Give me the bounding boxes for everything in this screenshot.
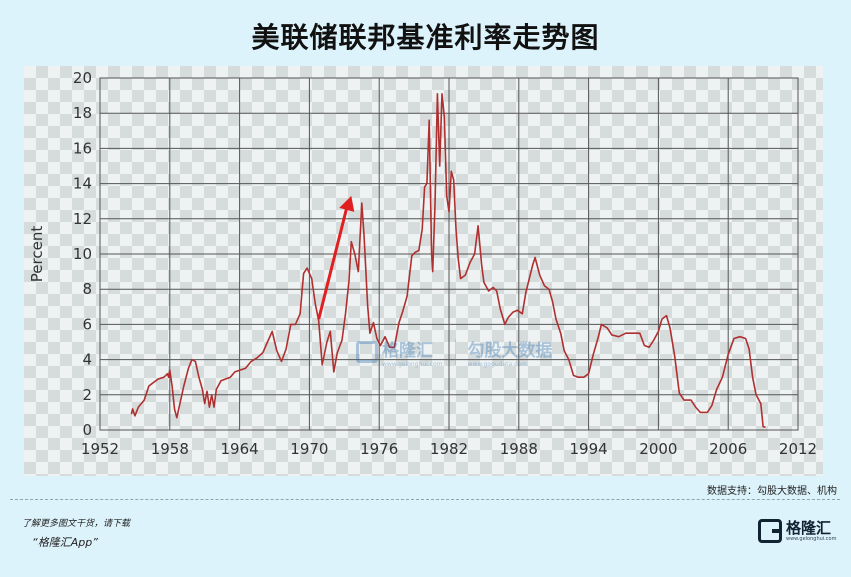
chart-title: 美联储联邦基准利率走势图: [251, 21, 600, 54]
y-tick-label: 16: [73, 139, 92, 157]
x-tick-label: 1952: [81, 440, 119, 458]
x-tick-label: 1964: [221, 440, 259, 458]
x-tick-label: 1970: [290, 440, 328, 458]
watermark-brand: 格隆汇: [382, 341, 433, 361]
annotation-arrow: [317, 207, 349, 320]
y-tick-label: 4: [82, 351, 92, 369]
brand-url: www.gelonghui.com: [786, 535, 837, 542]
y-tick-label: 14: [73, 175, 92, 193]
y-tick-label: 0: [82, 421, 92, 439]
y-tick-label: 18: [73, 104, 92, 122]
footer-divider: [10, 499, 840, 500]
y-tick-label: 2: [82, 386, 92, 404]
watermark-partner: 勾股大数据: [467, 341, 553, 361]
gelonghui-logo-icon: [758, 519, 782, 543]
brand-name: 格隆汇: [786, 518, 832, 537]
chart-area: 0 2 4 6 8 10 12 14 16 18 20 1952 1958 1964 1970 1976 198…: [24, 66, 823, 476]
promo-app-name: “格隆汇App”: [32, 536, 98, 549]
watermark-brand-url: www.gelonghui.com: [382, 361, 443, 368]
line-chart: 0 2 4 6 8 10 12 14 16 18 20 1952 1958 1964 1970 1976 198…: [28, 69, 817, 458]
gelonghui-logo-icon: [356, 341, 378, 363]
y-tick-label: 6: [82, 315, 92, 333]
x-tick-label: 1982: [430, 440, 468, 458]
x-tick-label: 2000: [639, 440, 677, 458]
y-tick-label: 8: [82, 280, 92, 298]
y-tick-label: 12: [73, 210, 92, 228]
promo-text: 了解更多图文干货，请下载: [22, 519, 131, 529]
data-source: 数据支持：勾股大数据、机构: [707, 486, 837, 497]
y-axis-label: Percent: [28, 226, 46, 283]
arrow-head-icon: [339, 195, 355, 212]
x-tick-label: 1988: [500, 440, 538, 458]
series-line: [130, 93, 766, 429]
watermark: 格隆汇 www.gelonghui.com 勾股大数据 www.gogudata…: [356, 336, 553, 368]
x-tick-label: 2006: [709, 440, 747, 458]
x-tick-label: 1958: [151, 440, 189, 458]
x-tick-label: 2012: [779, 440, 817, 458]
plot-frame: [99, 77, 799, 431]
y-tick-label: 10: [73, 245, 92, 263]
brand-logo[interactable]: 格隆汇 www.gelonghui.com: [758, 516, 840, 546]
watermark-separator: [454, 339, 456, 365]
watermark-partner-url: www.gogudata.com: [467, 361, 527, 368]
y-tick-label: 20: [73, 69, 92, 87]
x-tick-label: 1976: [360, 440, 398, 458]
x-tick-label: 1994: [570, 440, 608, 458]
